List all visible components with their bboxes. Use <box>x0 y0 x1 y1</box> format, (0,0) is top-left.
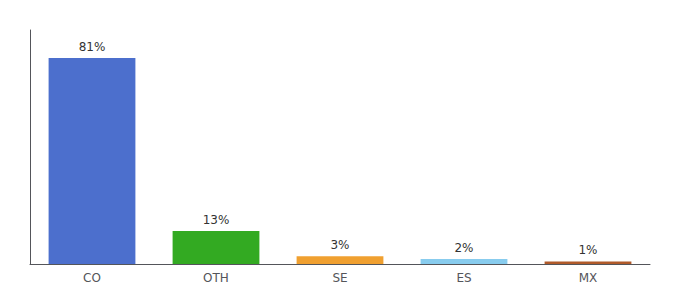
svg-text:MX: MX <box>579 271 598 285</box>
svg-text:1%: 1% <box>578 243 597 257</box>
svg-text:81%: 81% <box>79 40 106 54</box>
svg-text:ES: ES <box>456 271 471 285</box>
svg-text:OTH: OTH <box>203 271 229 285</box>
svg-text:CO: CO <box>83 271 101 285</box>
svg-text:13%: 13% <box>203 213 230 227</box>
svg-text:SE: SE <box>332 271 347 285</box>
svg-text:3%: 3% <box>330 238 349 252</box>
svg-text:2%: 2% <box>454 241 473 255</box>
